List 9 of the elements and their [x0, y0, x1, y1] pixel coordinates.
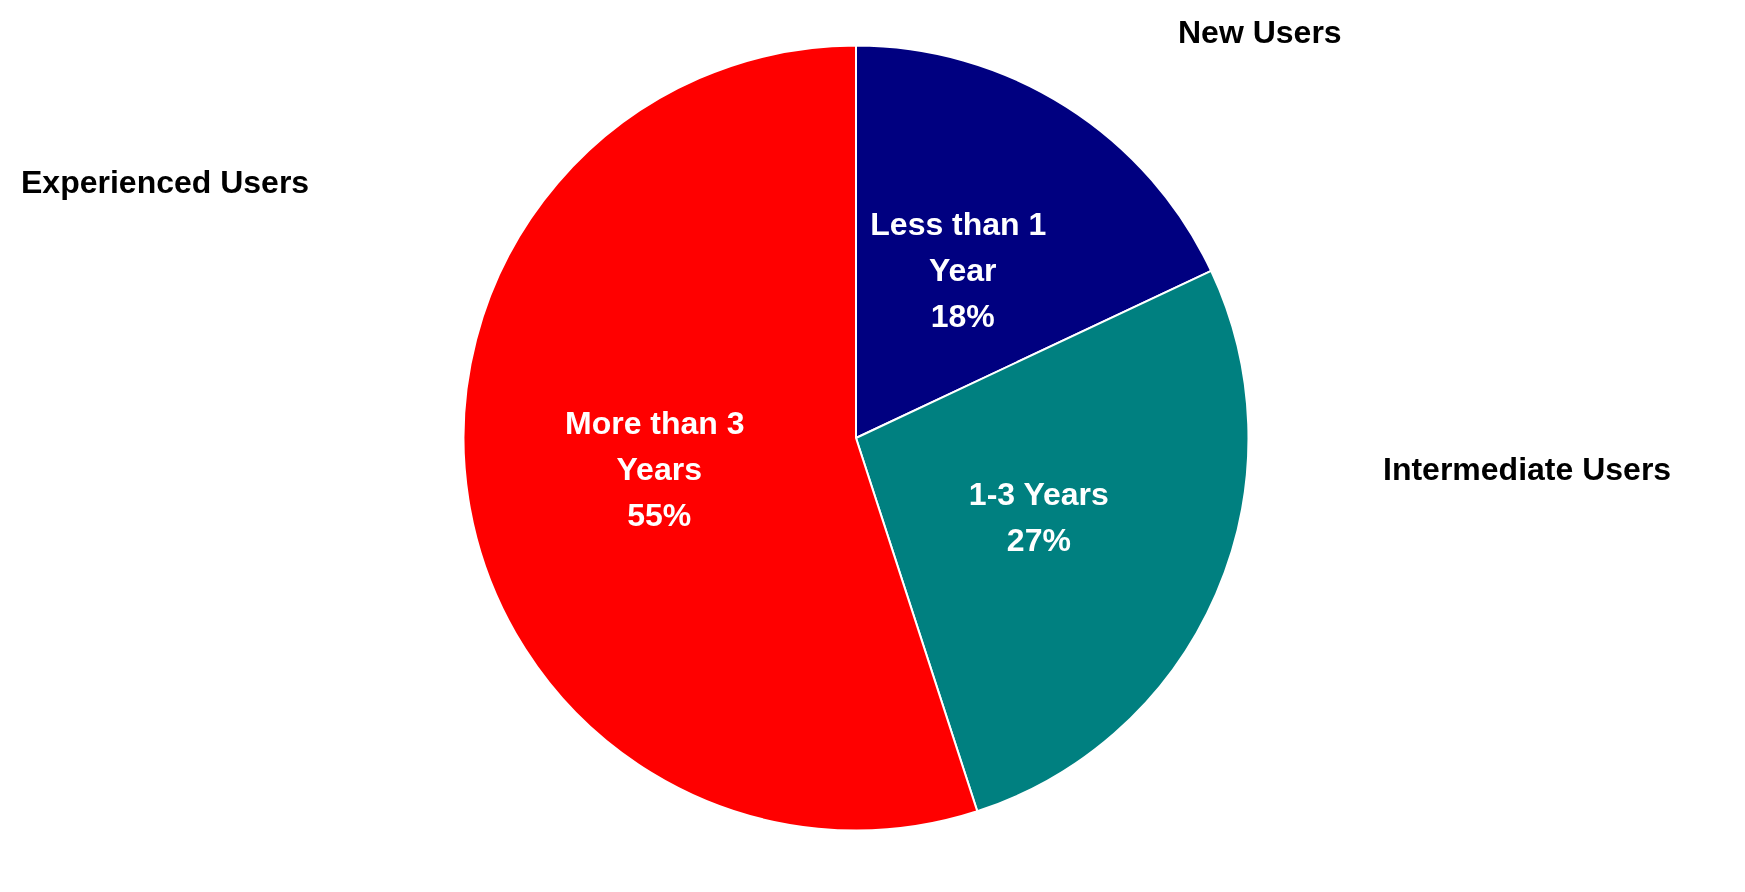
data-label: 55% [627, 497, 692, 534]
data-label: 27% [1006, 522, 1071, 559]
slice-label: More than 3 Years [564, 405, 754, 488]
slice-label: 1-3 Years [968, 476, 1109, 513]
data-label: 18% [930, 297, 995, 334]
text: Intermediate Users [1383, 451, 1672, 487]
text: New Users [1178, 14, 1342, 50]
slice-label: Less than 1 Year [870, 205, 1056, 288]
text: Experienced Users [21, 164, 310, 200]
